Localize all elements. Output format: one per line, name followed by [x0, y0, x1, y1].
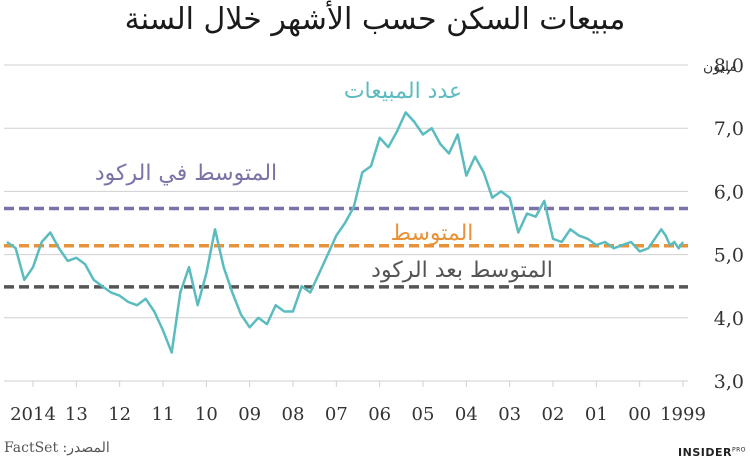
y-tick-label: 3,0 [714, 371, 744, 393]
x-tick-label: 00 [628, 404, 651, 425]
overall-avg-label: المتوسط [391, 221, 474, 246]
y-tick-label: 5,0 [714, 245, 744, 267]
brand-name: INSIDER [678, 446, 732, 459]
x-tick-label: 12 [108, 404, 131, 425]
x-tick-label: 11 [152, 404, 175, 425]
x-tick-label: 13 [65, 404, 88, 425]
chart-title: مبيعات السكن حسب الأشهر خلال السنة [124, 2, 626, 37]
x-tick-label: 05 [412, 404, 435, 425]
post-recession-avg-label: المتوسط بعد الركود [371, 258, 553, 283]
x-tick-label: 2014 [10, 404, 56, 425]
y-tick-label: 4,0 [714, 308, 744, 330]
x-tick-label: 10 [195, 404, 218, 425]
x-tick-label: 02 [542, 404, 565, 425]
brand-suffix: PRO [731, 446, 746, 454]
y-tick-label: 7,0 [714, 118, 744, 140]
source-note: المصدر: FactSet [4, 440, 110, 456]
sales-line [6, 111, 685, 354]
x-tick-label: 03 [498, 404, 521, 425]
brand-logo: INSIDERPRO [678, 446, 746, 459]
x-tick-label: 09 [238, 404, 261, 425]
y-tick-label: 6,0 [714, 181, 744, 203]
recession-avg-label: المتوسط في الركود [95, 161, 277, 186]
y-unit-label: مليون [703, 59, 737, 75]
x-tick-label: 04 [455, 404, 478, 425]
y-tick-label: 8,0 [714, 55, 744, 77]
x-tick-label: 01 [585, 404, 608, 425]
x-tick-label: 07 [325, 404, 348, 425]
x-tick-label: 1999 [660, 404, 706, 425]
x-tick-label: 06 [368, 404, 391, 425]
series-label: عدد المبيعات [344, 79, 462, 104]
x-tick-label: 08 [282, 404, 305, 425]
